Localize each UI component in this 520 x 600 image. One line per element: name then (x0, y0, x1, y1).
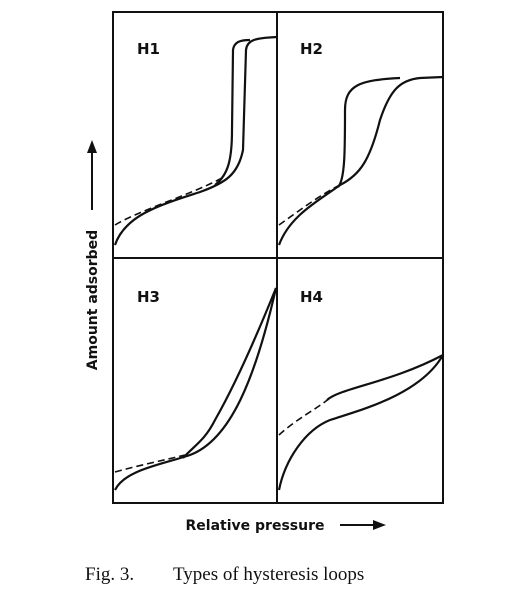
panel-label: H4 (300, 288, 323, 306)
arrow-head (87, 140, 97, 153)
x-axis-label: Relative pressure (186, 518, 325, 534)
arrow-head (373, 520, 386, 530)
loop-h2 (277, 75, 444, 246)
y-axis-label: Amount adsorbed (85, 230, 101, 370)
caption-text: Types of hysteresis loops (173, 564, 364, 585)
panel-label: H1 (137, 40, 160, 58)
loop-h4 (277, 354, 444, 491)
loop-h3 (114, 287, 278, 491)
panel-label: H3 (137, 288, 160, 306)
panel-label: H2 (300, 40, 323, 58)
caption-number: Fig. 3. (85, 564, 134, 585)
loop-h1 (113, 35, 278, 246)
